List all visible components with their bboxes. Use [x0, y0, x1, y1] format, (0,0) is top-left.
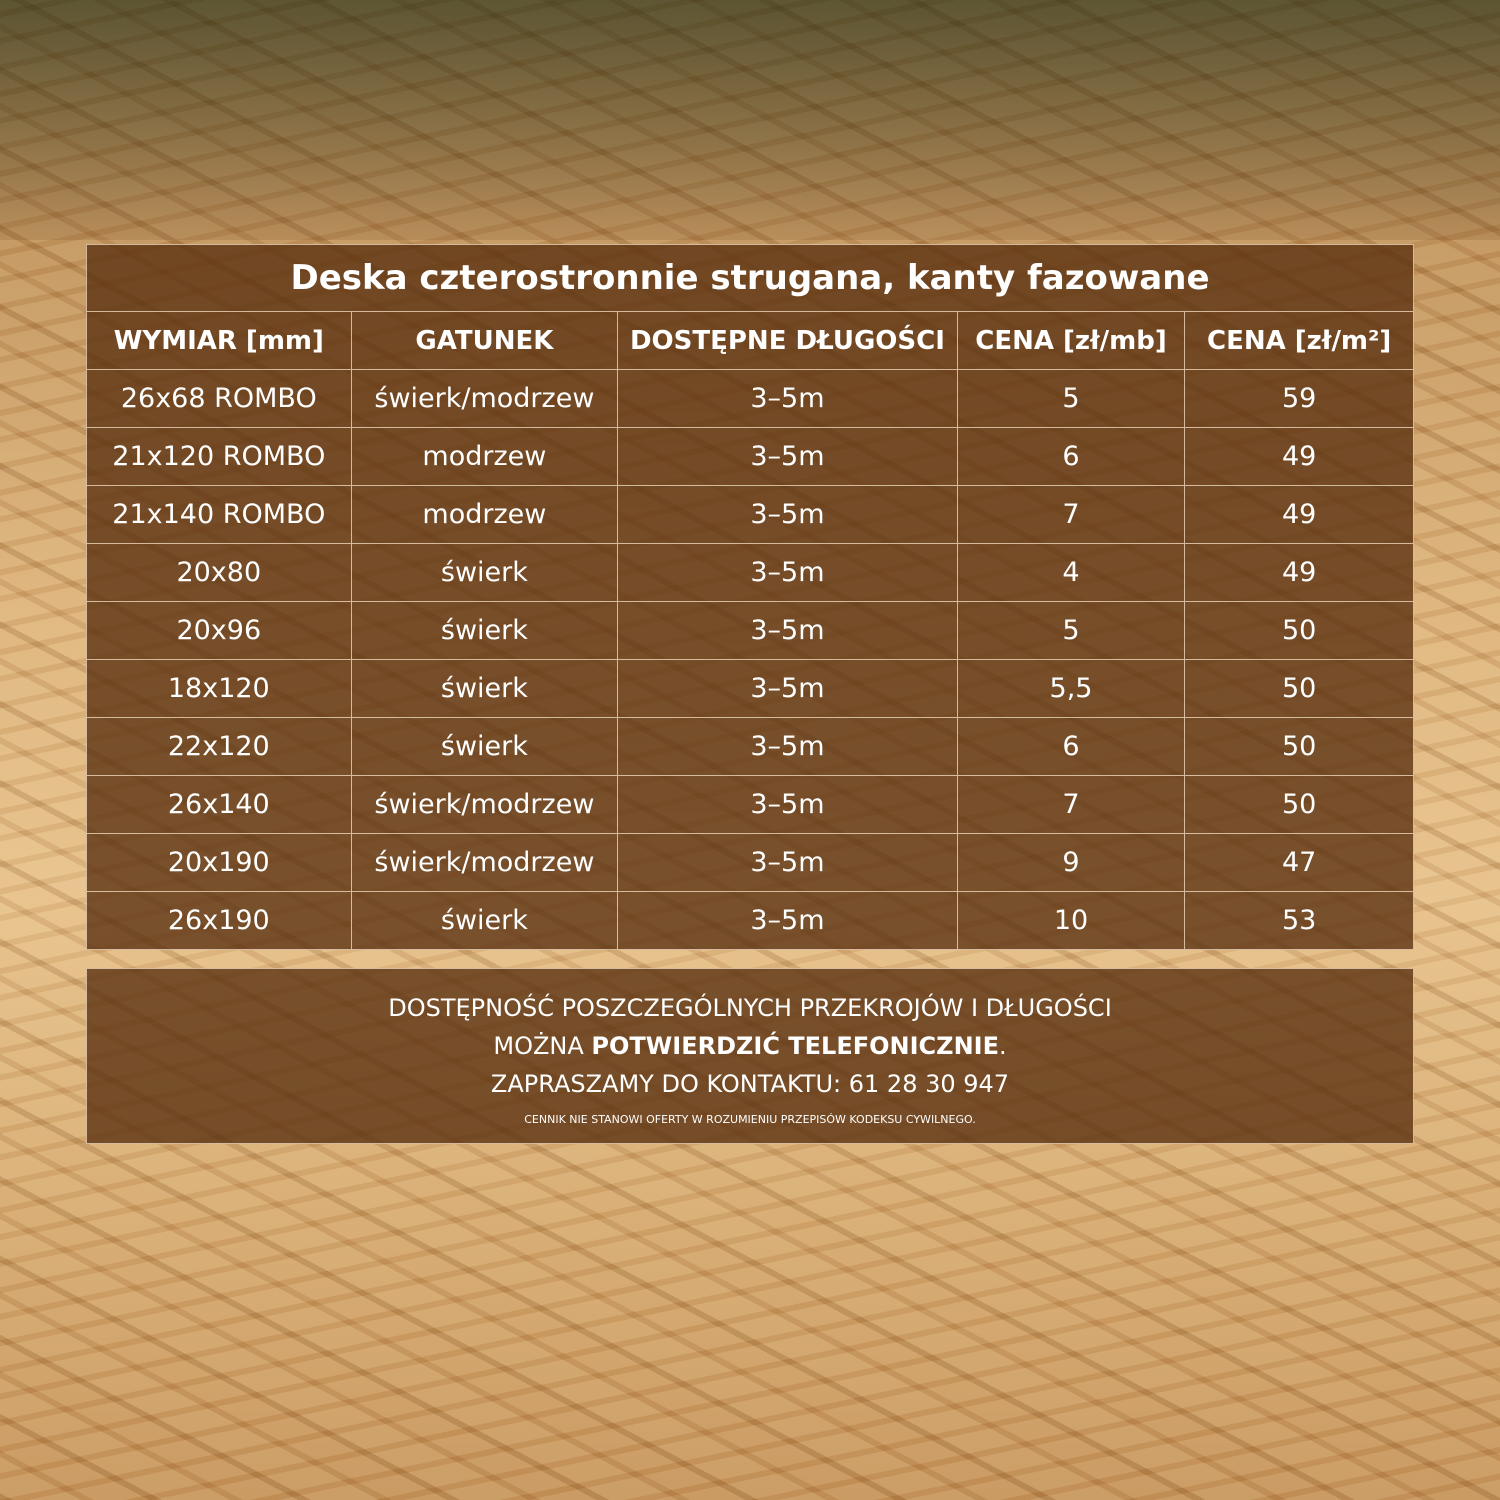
table-row: 21x120 ROMBO modrzew 3–5m 6 49: [87, 428, 1413, 486]
table-cell: 22x120: [87, 718, 352, 775]
table-cell: 49: [1281, 557, 1317, 588]
table-cell: 3–5m: [618, 486, 958, 543]
table-cell: świerk: [352, 660, 619, 717]
table-cell: 26x190: [87, 892, 352, 949]
table-row: 26x140 świerk/modrzew 3–5m 7 50: [87, 776, 1413, 834]
table-row: 20x80 świerk 3–5m 4 49: [87, 544, 1413, 602]
table-cell: 49: [1281, 499, 1317, 530]
table-cell: 20x80: [87, 544, 352, 601]
table-cell: 3–5m: [618, 428, 958, 485]
table-row: 20x190 świerk/modrzew 3–5m 9 47: [87, 834, 1413, 892]
table-cell: świerk/modrzew: [352, 776, 619, 833]
table-cell: 5,5: [958, 660, 1186, 717]
info-box: DOSTĘPNOŚĆ POSZCZEGÓLNYCH PRZEKROJÓW I D…: [86, 968, 1414, 1144]
table-cell: 21x140 ROMBO: [87, 486, 352, 543]
contact-phone-line: ZAPRASZAMY DO KONTAKTU: 61 28 30 947: [490, 1070, 1010, 1098]
table-cell: 3–5m: [618, 892, 958, 949]
table-cell: 4: [958, 544, 1186, 601]
background-photo-lumber: [0, 0, 1500, 240]
table-cell: świerk/modrzew: [352, 834, 619, 891]
column-header: DOSTĘPNE DŁUGOŚCI: [618, 312, 958, 369]
table-cell: 20x190: [87, 834, 352, 891]
table-cell: 50: [1281, 615, 1317, 646]
table-cell: 3–5m: [618, 776, 958, 833]
table-cell: świerk/modrzew: [352, 370, 619, 427]
table-cell: świerk: [352, 718, 619, 775]
table-cell: 6: [958, 428, 1186, 485]
table-cell: 59: [1281, 383, 1317, 414]
table-cell: 26x140: [87, 776, 352, 833]
table-cell: 5: [958, 602, 1186, 659]
column-header: CENA [zł/m²]: [1207, 325, 1392, 356]
table-cell: 50: [1281, 789, 1317, 820]
table-cell: świerk: [352, 602, 619, 659]
table-cell: świerk: [352, 892, 619, 949]
table-cell: modrzew: [352, 428, 619, 485]
table-cell: 3–5m: [618, 370, 958, 427]
table-row: 21x140 ROMBO modrzew 3–5m 7 49: [87, 486, 1413, 544]
table-cell: modrzew: [352, 486, 619, 543]
table-cell: 7: [958, 776, 1186, 833]
table-cell: 18x120: [87, 660, 352, 717]
table-cell: 3–5m: [618, 660, 958, 717]
column-header: GATUNEK: [352, 312, 619, 369]
table-row: 22x120 świerk 3–5m 6 50: [87, 718, 1413, 776]
disclaimer: CENNIK NIE STANOWI OFERTY W ROZUMIENIU P…: [524, 1113, 976, 1126]
price-table: Deska czterostronnie strugana, kanty faz…: [86, 244, 1414, 950]
table-cell: 3–5m: [618, 602, 958, 659]
table-cell: 21x120 ROMBO: [87, 428, 352, 485]
note-line-2-bold: POTWIERDZIĆ TELEFONICZNIE: [591, 1032, 999, 1060]
table-cell: świerk: [352, 544, 619, 601]
table-cell: 49: [1281, 441, 1317, 472]
table-body: 26x68 ROMBO świerk/modrzew 3–5m 5 59 21x120 R…: [87, 370, 1413, 949]
note-line-1: DOSTĘPNOŚĆ POSZCZEGÓLNYCH PRZEKROJÓW I D…: [388, 994, 1112, 1022]
table-cell: 50: [1281, 673, 1317, 704]
table-cell: 3–5m: [618, 718, 958, 775]
note-line-2-prefix: MOŻNA: [493, 1032, 592, 1060]
table-cell: 10: [958, 892, 1186, 949]
table-cell: 50: [1281, 731, 1317, 762]
table-cell: 3–5m: [618, 834, 958, 891]
table-cell: 7: [958, 486, 1186, 543]
column-header: CENA [zł/mb]: [958, 312, 1186, 369]
table-row: 26x68 ROMBO świerk/modrzew 3–5m 5 59: [87, 370, 1413, 428]
table-header-row: WYMIAR [mm] GATUNEK DOSTĘPNE DŁUGOŚCI CE…: [87, 312, 1413, 370]
table-row: 20x96 świerk 3–5m 5 50: [87, 602, 1413, 660]
table-cell: 3–5m: [618, 544, 958, 601]
table-cell: 6: [958, 718, 1186, 775]
table-cell: 53: [1281, 905, 1317, 936]
table-cell: 26x68 ROMBO: [87, 370, 352, 427]
table-cell: 9: [958, 834, 1186, 891]
note-line-2-suffix: .: [998, 1032, 1007, 1060]
table-title: Deska czterostronnie strugana, kanty faz…: [87, 245, 1413, 312]
table-row: 18x120 świerk 3–5m 5,5 50: [87, 660, 1413, 718]
column-header: WYMIAR [mm]: [87, 312, 352, 369]
note-line-2: MOŻNA POTWIERDZIĆ TELEFONICZNIE.: [87, 1027, 1413, 1065]
table-cell: 20x96: [87, 602, 352, 659]
table-row: 26x190 świerk 3–5m 10 53: [87, 892, 1413, 949]
table-cell: 47: [1281, 847, 1317, 878]
table-cell: 5: [958, 370, 1186, 427]
